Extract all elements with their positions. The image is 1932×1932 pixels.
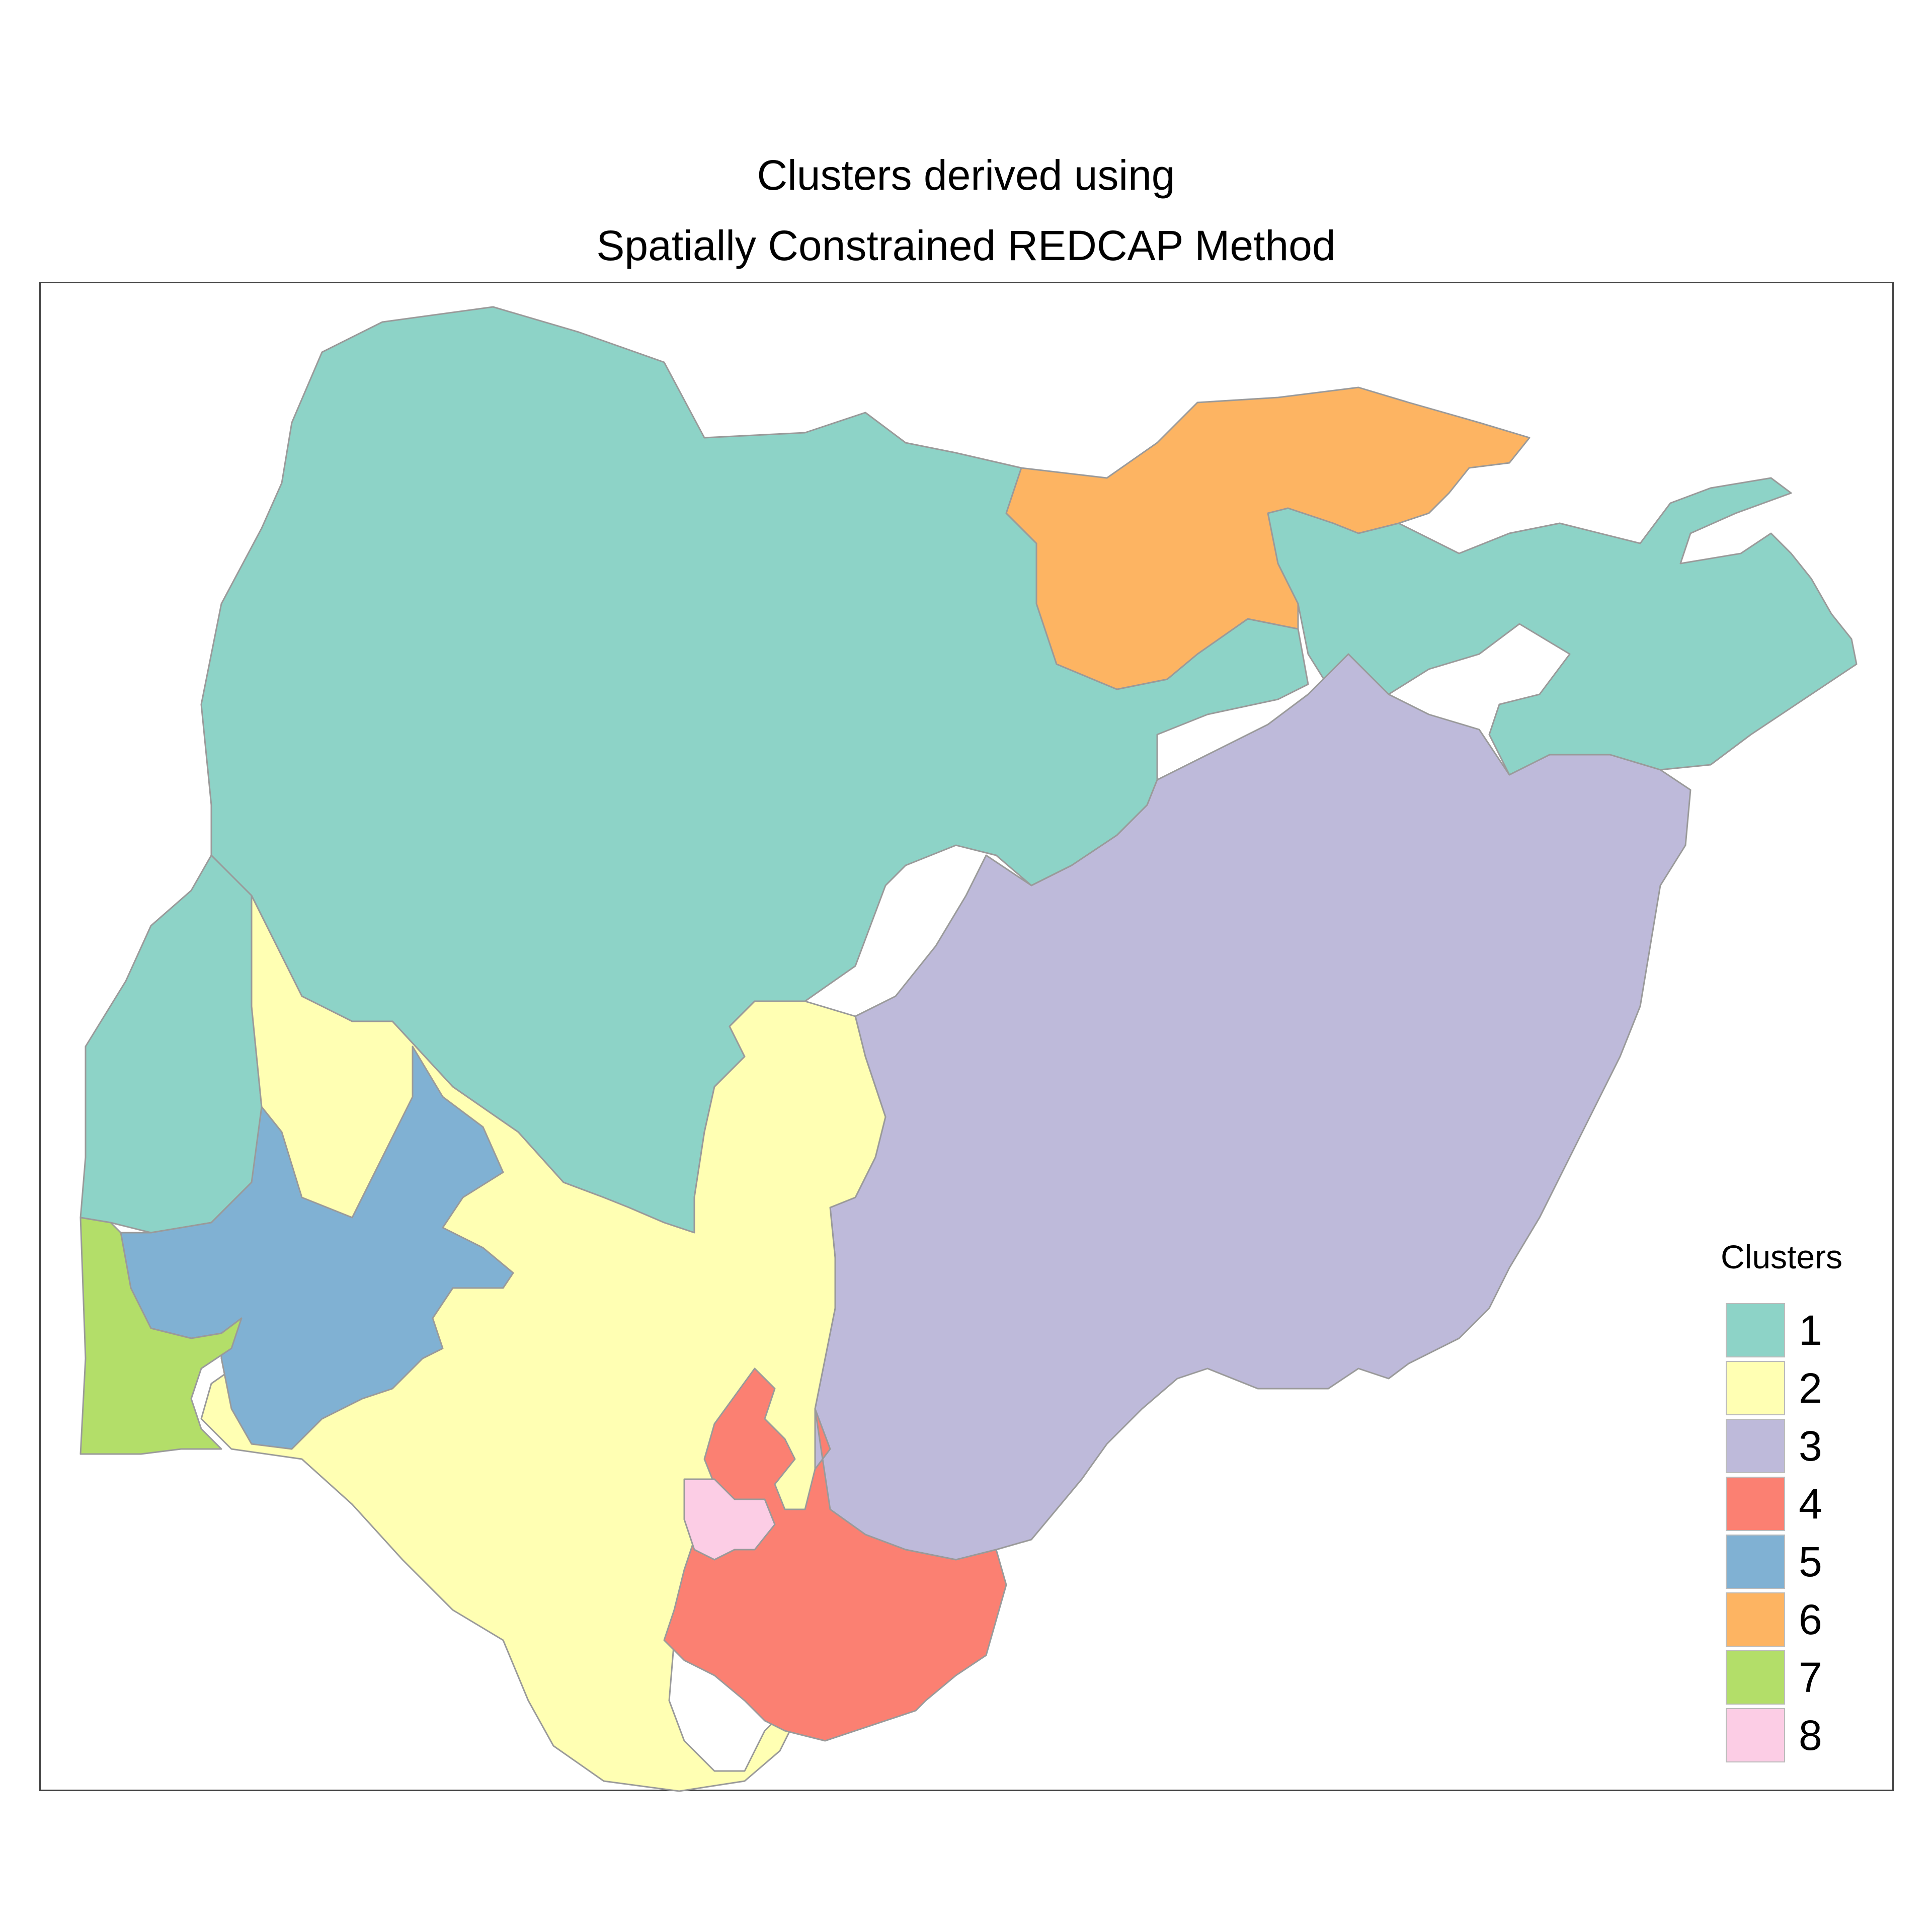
- legend-swatch-8: [1726, 1708, 1785, 1762]
- region-cluster-4: [663, 1367, 1007, 1742]
- legend-item-1: 1: [1726, 1303, 1877, 1358]
- legend-swatch-7: [1726, 1650, 1785, 1705]
- legend-label-7: 7: [1799, 1654, 1822, 1701]
- region-cluster-6: [1005, 386, 1531, 690]
- legend-item-2: 2: [1726, 1361, 1877, 1416]
- region-cluster-1-northeast: [1267, 477, 1858, 776]
- legend-item-4: 4: [1726, 1477, 1877, 1532]
- legend-swatch-5: [1726, 1535, 1785, 1589]
- region-cluster-7: [79, 1217, 243, 1455]
- legend-label-5: 5: [1799, 1538, 1822, 1585]
- legend-label-4: 4: [1799, 1480, 1822, 1527]
- map-frame: [39, 282, 1894, 1791]
- legend-item-3: 3: [1726, 1419, 1877, 1474]
- legend-title: Clusters: [1721, 1238, 1843, 1275]
- legend-swatch-6: [1726, 1592, 1785, 1647]
- map-title-line-2: Spatially Constrained REDCAP Method: [596, 222, 1336, 269]
- legend-item-8: 8: [1726, 1708, 1877, 1763]
- region-cluster-8: [683, 1478, 776, 1561]
- legend-item-7: 7: [1726, 1650, 1877, 1706]
- legend-label-2: 2: [1799, 1364, 1822, 1412]
- legend-label-6: 6: [1799, 1596, 1822, 1643]
- legend-label-1: 1: [1799, 1307, 1822, 1354]
- region-cluster-3: [814, 653, 1692, 1561]
- legend-swatch-4: [1726, 1477, 1785, 1531]
- legend-label-3: 3: [1799, 1422, 1822, 1470]
- legend-swatch-2: [1726, 1361, 1785, 1415]
- legend-item-6: 6: [1726, 1592, 1877, 1648]
- map-title-line-1: Clusters derived using: [757, 151, 1175, 199]
- legend-swatch-1: [1726, 1303, 1785, 1357]
- legend-swatch-3: [1726, 1419, 1785, 1473]
- legend-label-8: 8: [1799, 1712, 1822, 1759]
- legend-item-5: 5: [1726, 1535, 1877, 1590]
